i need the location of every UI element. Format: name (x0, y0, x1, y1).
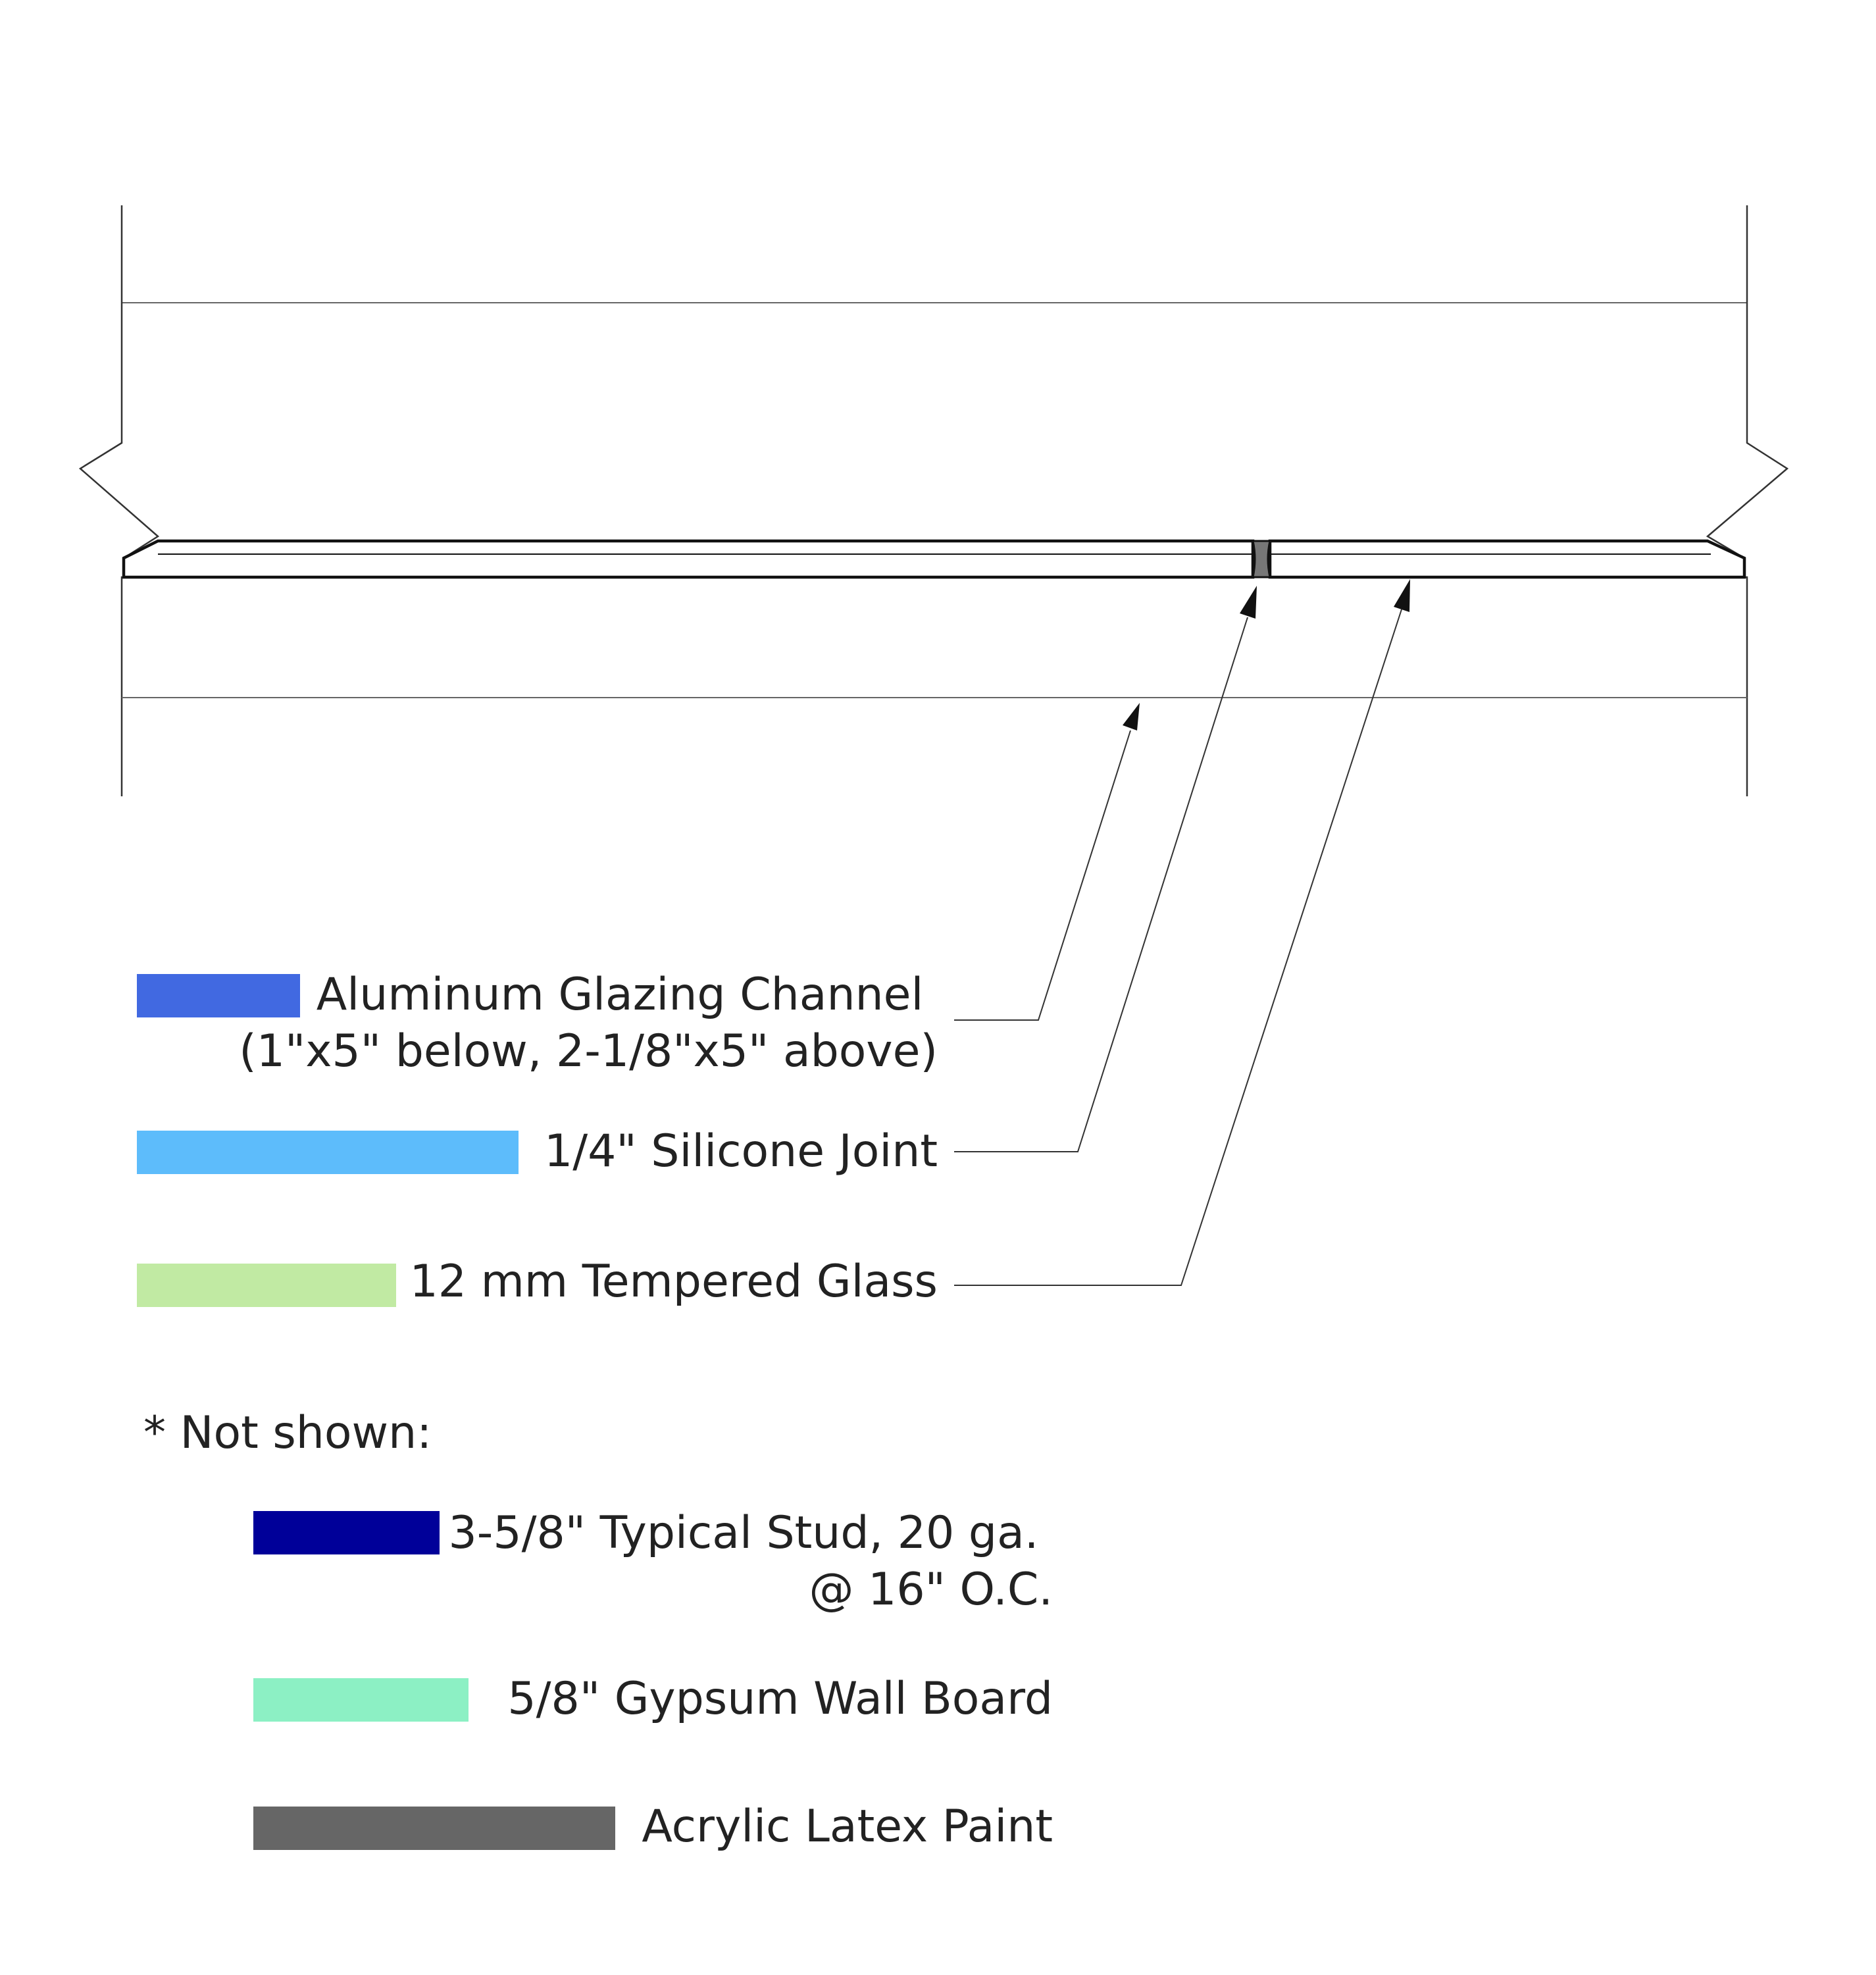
glass-panel-left (122, 539, 1255, 579)
legend-label-gypsum: 5/8" Gypsum Wall Board (507, 1673, 1053, 1725)
arrow-silicone (1240, 586, 1257, 619)
legend-label-silicone: 1/4" Silicone Joint (544, 1125, 938, 1177)
legend-label-gypsum-line-1: 5/8" Gypsum Wall Board (507, 1673, 1053, 1725)
legend-label-glass: 12 mm Tempered Glass (410, 1256, 938, 1308)
legend-label-channel: Aluminum Glazing Channel (1"x5" below, 2… (239, 969, 938, 1077)
legend-label-stud: 3-5/8" Typical Stud, 20 ga. @ 16" O.C. (449, 1507, 1053, 1616)
legend-swatch-gypsum (253, 1678, 469, 1722)
legend-label-stud-line-1: 3-5/8" Typical Stud, 20 ga. (449, 1507, 1039, 1559)
legend-label-stud-line-2: @ 16" O.C. (809, 1564, 1053, 1616)
legend-label-silicone-line-1: 1/4" Silicone Joint (544, 1125, 938, 1177)
silicone-joint (1252, 540, 1271, 578)
legend-swatch-glass (137, 1264, 396, 1307)
legend-swatch-stud (253, 1511, 440, 1554)
leader-glass (954, 609, 1402, 1286)
legend-swatch-channel (137, 974, 300, 1017)
arrow-glass (1394, 579, 1410, 612)
left-break-line (78, 205, 160, 796)
arrow-channel (1123, 703, 1140, 731)
leader-channel (954, 730, 1131, 1021)
right-break-line (1706, 205, 1789, 796)
glass-panel-right (1268, 539, 1746, 579)
legend-label-channel-line-1: Aluminum Glazing Channel (317, 969, 924, 1021)
legend-label-paint-line-1: Acrylic Latex Paint (642, 1801, 1053, 1853)
not-shown-heading: * Not shown: (143, 1407, 432, 1459)
legend-label-paint: Acrylic Latex Paint (642, 1801, 1053, 1853)
legend-label-glass-line-1: 12 mm Tempered Glass (410, 1256, 938, 1308)
legend-swatch-silicone (137, 1131, 519, 1174)
legend-label-channel-line-2: (1"x5" below, 2-1/8"x5" above) (239, 1025, 938, 1077)
legend-swatch-paint (253, 1807, 615, 1850)
leader-silicone (954, 617, 1248, 1152)
